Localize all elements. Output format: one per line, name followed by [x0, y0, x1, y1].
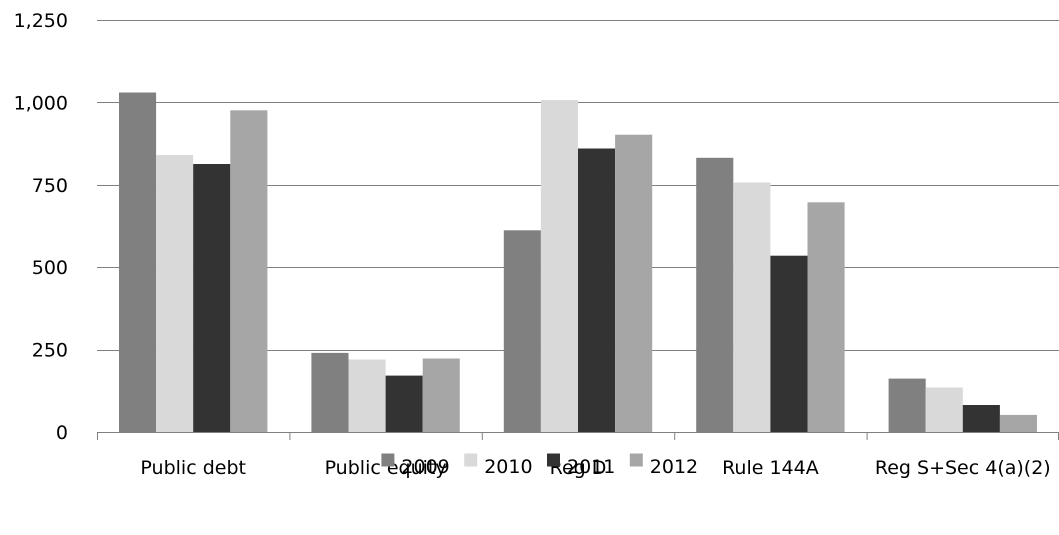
legend: 2009 2010 2011 2012 [381, 453, 698, 478]
legend-swatch [464, 453, 478, 467]
bar-2010-reg-s-sec-4-a-2- [925, 387, 963, 432]
y-tick-label: 0 [56, 422, 68, 444]
legend-swatch [381, 453, 395, 467]
legend-label: 2011 [567, 456, 615, 478]
x-axis [97, 432, 1059, 440]
y-tick-label: 500 [32, 257, 68, 279]
x-tick-label: Reg D [550, 457, 607, 479]
y-tick-label: 1,250 [14, 10, 68, 32]
legend-label: 2010 [484, 456, 532, 478]
bar-2009-public-equity [311, 352, 349, 432]
bar-2010-public-debt [156, 155, 194, 432]
x-tick-label: Public equity [325, 457, 447, 479]
bar-2012-reg-s-sec-4-a-2- [999, 414, 1037, 432]
bar-2010-reg-d [540, 100, 578, 432]
legend-item-2009: 2009 [381, 453, 450, 478]
bar-2009-rule-144a [696, 157, 734, 433]
bar-2011-reg-d [578, 148, 616, 432]
bar-2011-rule-144a [770, 255, 808, 432]
bar-2010-public-equity [348, 359, 386, 432]
bar-2011-public-debt [193, 164, 231, 432]
bar-2010-rule-144a [733, 182, 771, 432]
bar-2011-reg-s-sec-4-a-2- [962, 405, 1000, 432]
legend-swatch [547, 453, 560, 467]
legend-item-2010: 2010 [464, 453, 533, 478]
x-tick-label: Rule 144A [722, 457, 819, 479]
bar-2012-rule-144a [807, 202, 845, 432]
y-tick-label: 250 [32, 340, 68, 362]
bar-2012-reg-d [615, 134, 653, 432]
bar-2012-public-equity [422, 358, 460, 432]
bar-2009-reg-s-sec-4-a-2- [888, 378, 926, 432]
legend-label: 2012 [650, 456, 698, 478]
legend-item-2011: 2011 [547, 453, 615, 478]
x-tick-label: Public debt [140, 457, 246, 479]
x-tick-label: Reg S+Sec 4(a)(2) [875, 457, 1051, 479]
bar-2012-public-debt [230, 110, 268, 433]
y-tick-label: 750 [32, 175, 68, 197]
bar-2011-public-equity [385, 375, 423, 432]
legend-label: 2009 [401, 456, 449, 478]
legend-swatch [629, 453, 643, 467]
bar-2009-public-debt [119, 92, 157, 432]
x-axis-tick-labels: Public debt Public equity Reg D Rule 144A Re… [140, 457, 1050, 479]
bar-2009-reg-d [503, 230, 541, 432]
legend-item-2012: 2012 [629, 453, 698, 478]
y-axis-tick-labels: 0 250 500 750 1,000 1,250 [14, 10, 68, 444]
bars [119, 92, 1037, 433]
y-tick-label: 1,000 [14, 92, 68, 114]
